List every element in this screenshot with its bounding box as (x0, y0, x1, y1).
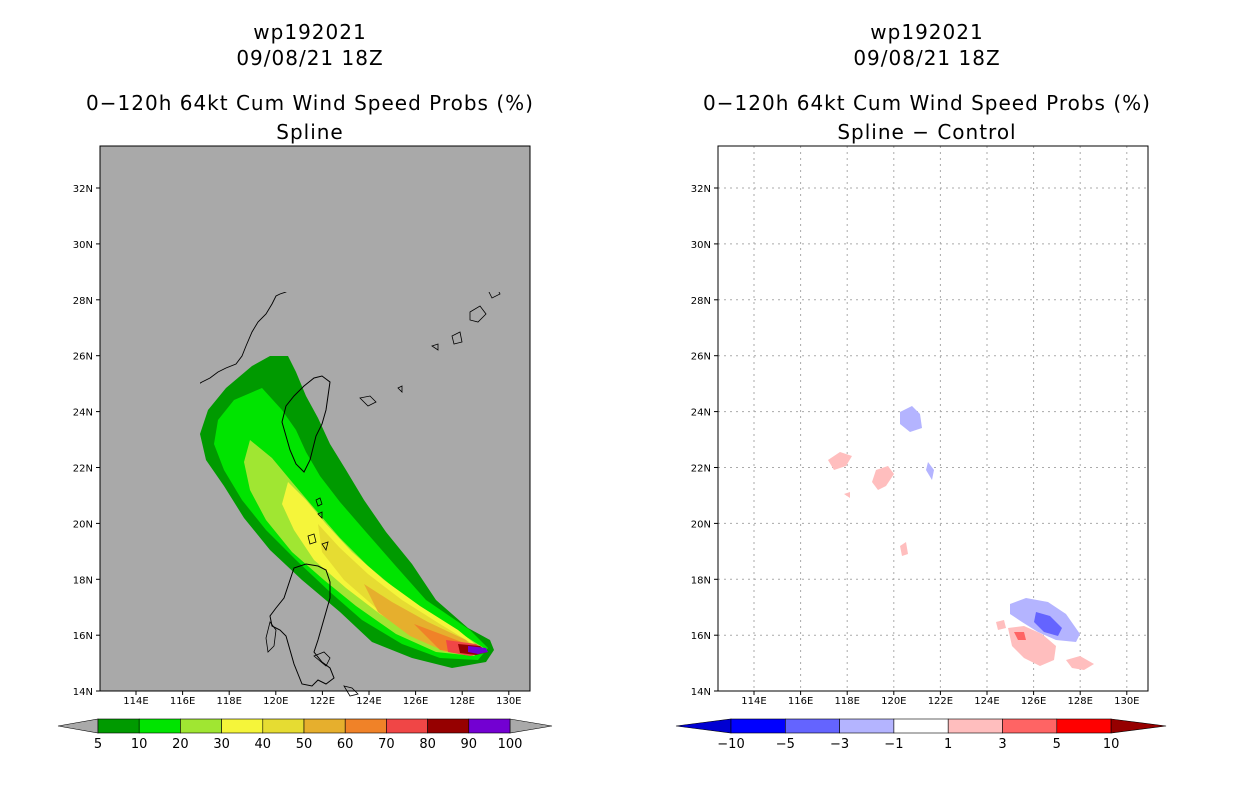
left-colorbar-low-arrow (57, 718, 99, 734)
right-product-title: 0−120h 64kt Cum Wind Speed Probs (%) (703, 91, 1151, 115)
left-product-title: 0−120h 64kt Cum Wind Speed Probs (%) (86, 91, 534, 115)
right-colorbar-label: 1 (944, 737, 953, 752)
lat-label: 26N (691, 352, 711, 363)
lon-label: 120E (263, 696, 288, 707)
left-colorbar-label: 90 (460, 737, 478, 752)
left-colorbar-swatch (262, 718, 305, 734)
lon-label: 118E (216, 696, 241, 707)
lat-label: 26N (73, 352, 93, 363)
left-colorbar-swatch (386, 718, 428, 734)
right-colorbar-label: 3 (998, 737, 1007, 752)
lon-label: 124E (974, 696, 999, 707)
lon-label: 130E (496, 696, 521, 707)
lat-label: 22N (73, 464, 93, 475)
lon-label: 126E (403, 696, 428, 707)
right-colorbar-swatch (730, 718, 786, 734)
left-colorbar-label: 100 (497, 737, 523, 752)
left-colorbar-label: 40 (254, 737, 272, 752)
right-datetime: 09/08/21 18Z (853, 46, 1001, 70)
left-subtitle: Spline (276, 120, 344, 144)
lat-label: 30N (73, 240, 93, 251)
right-difference-contours (828, 406, 1094, 670)
lat-label: 18N (73, 575, 93, 586)
lon-label: 128E (1067, 696, 1092, 707)
lon-label: 122E (928, 696, 953, 707)
lat-label: 20N (691, 519, 711, 530)
right-colorbar-high-arrow (1110, 718, 1167, 734)
lat-label: 32N (73, 184, 93, 195)
lat-label: 28N (73, 296, 93, 307)
right-colorbar-label: −5 (775, 737, 795, 752)
left-colorbar-label: 30 (213, 737, 230, 752)
left-colorbar-swatch (303, 718, 346, 734)
left-storm-id: wp192021 (253, 20, 367, 44)
left-colorbar-label: 5 (93, 737, 103, 752)
left-colorbar-label: 10 (130, 737, 148, 752)
left-colorbar-label: 60 (336, 737, 354, 752)
right-colorbar-swatch (839, 718, 895, 734)
right-colorbar-swatch (1002, 718, 1058, 734)
lon-label: 118E (834, 696, 859, 707)
right-colorbar-swatch (893, 718, 949, 734)
right-colorbar-label: −1 (884, 737, 904, 752)
right-subtitle: Spline − Control (837, 120, 1017, 144)
lon-label: 116E (170, 696, 195, 707)
right-colorbar (675, 718, 1167, 734)
left-colorbar-label: 80 (419, 737, 436, 752)
left-colorbar-swatch (344, 718, 387, 734)
lat-label: 28N (691, 296, 711, 307)
right-colorbar-label: 10 (1102, 737, 1120, 752)
lon-label: 120E (881, 696, 906, 707)
lat-label: 30N (691, 240, 711, 251)
left-map-frame (99, 145, 531, 692)
left-colorbar-swatch (180, 718, 222, 734)
right-axis-ticks: 32N 30N 28N 26N 24N 22N 20N 18N 16N 14N 114E 116E 11… (691, 184, 1140, 707)
left-axis-ticks: 32N 30N 28N 26N 24N 22N 20N 18N 16N 14N 114E 116E 11… (73, 184, 522, 707)
left-colorbar-label: 70 (378, 737, 395, 752)
lat-label: 14N (73, 687, 93, 698)
lon-label: 114E (741, 696, 766, 707)
lat-label: 24N (691, 408, 711, 419)
right-map: 32N 30N 28N 26N 24N 22N 20N 18N 16N 14N 114E 116E 11… (691, 145, 1149, 707)
left-colorbar-label: 50 (295, 737, 313, 752)
lat-label: 18N (691, 575, 711, 586)
lat-label: 32N (691, 184, 711, 195)
lat-label: 24N (73, 408, 93, 419)
left-probability-swath (200, 356, 494, 668)
lat-label: 14N (691, 687, 711, 698)
right-colorbar-label: 5 (1052, 737, 1061, 752)
lon-label: 124E (356, 696, 381, 707)
left-datetime: 09/08/21 18Z (236, 46, 384, 70)
left-colorbar-swatch (97, 718, 140, 734)
left-colorbar-label: 20 (172, 737, 189, 752)
lon-label: 128E (449, 696, 474, 707)
lat-label: 16N (691, 631, 711, 642)
left-colorbar (57, 718, 553, 734)
lat-label: 20N (73, 519, 93, 530)
right-colorbar-swatch (947, 718, 1003, 734)
lon-label: 114E (123, 696, 148, 707)
right-colorbar-low-arrow (675, 718, 732, 734)
left-colorbar-swatch (468, 718, 511, 734)
lon-label: 116E (788, 696, 813, 707)
right-storm-id: wp192021 (870, 20, 984, 44)
right-colorbar-swatch (1056, 718, 1112, 734)
lon-label: 126E (1021, 696, 1046, 707)
lon-label: 130E (1114, 696, 1139, 707)
left-colorbar-swatch (221, 718, 264, 734)
lat-label: 22N (691, 464, 711, 475)
right-background (718, 146, 1148, 691)
lat-label: 16N (73, 631, 93, 642)
right-map-frame (717, 145, 1149, 692)
right-colorbar-label: −3 (830, 737, 850, 752)
right-gridlines (718, 146, 1148, 691)
left-colorbar-swatch (427, 718, 470, 734)
left-colorbar-swatch (138, 718, 181, 734)
left-colorbar-high-arrow (509, 718, 553, 734)
lon-label: 122E (310, 696, 335, 707)
right-colorbar-swatch (784, 718, 840, 734)
left-map: 32N 30N 28N 26N 24N 22N 20N 18N 16N 14N 114E 116E 11… (73, 145, 531, 707)
right-colorbar-label: −10 (717, 737, 745, 752)
